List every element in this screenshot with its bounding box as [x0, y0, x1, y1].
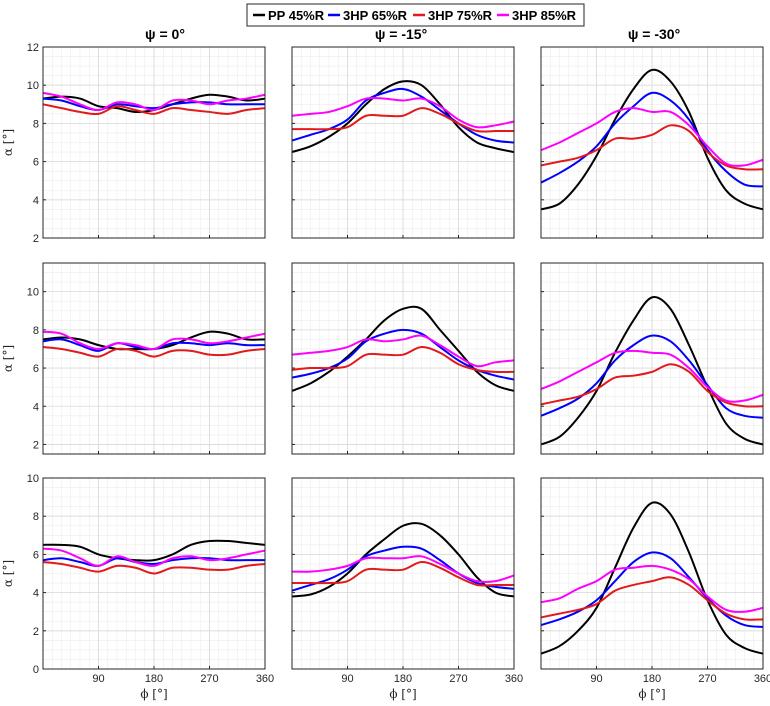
series-line-2: [42, 97, 265, 112]
column-title-psi-0: ψ = 0°: [145, 26, 185, 42]
y-tick-label: 12: [27, 42, 39, 54]
series-line-3: [540, 124, 764, 171]
x-tick-label: 90: [341, 673, 353, 685]
series-line-2: [540, 91, 764, 188]
column-title-psi-minus-15: ψ = -15°: [375, 26, 427, 42]
x-axis-label: ϕ [°]: [638, 687, 665, 701]
series-line-1: [291, 80, 515, 154]
y-axis-label: α [°]: [1, 560, 15, 587]
series-line-2: [291, 545, 515, 592]
y-tick-label: 4: [33, 401, 39, 413]
panel-r3-c2: 90 180 270 360 ϕ [°]: [291, 477, 523, 701]
x-tick-label: 360: [754, 673, 770, 685]
series-line-1: [291, 522, 515, 598]
series-line-2: [42, 556, 265, 567]
y-tick-label: 0: [33, 664, 39, 676]
panel-r2-c3: [540, 262, 764, 455]
x-tick-label: 180: [643, 673, 661, 685]
series-line-4: [291, 334, 515, 368]
series-line-4: [291, 555, 515, 583]
x-tick-label: 270: [200, 673, 218, 685]
legend: PP 45%R 3HP 65%R 3HP 75%R 3HP 85%R: [246, 3, 585, 27]
y-axis-label: α [°]: [1, 129, 15, 156]
panel-r3-c1: 90 180 270 360 0 2 4 6 8 10 α [°] ϕ [°]: [1, 473, 274, 701]
y-tick-label: 8: [33, 325, 39, 337]
x-tick-label: 270: [449, 673, 467, 685]
series-line-1: [42, 539, 266, 562]
series-line-4: [540, 107, 764, 167]
x-tick-label: 270: [698, 673, 716, 685]
column-title-psi-minus-30: ψ = -30°: [628, 26, 680, 42]
x-axis-label: ϕ [°]: [389, 687, 416, 701]
y-tick-label: 10: [27, 80, 39, 92]
x-axis-label: ϕ [°]: [140, 687, 167, 701]
panel-r3-c3: 90 180 270 360 ϕ [°]: [540, 477, 770, 701]
x-tick-label: 180: [145, 673, 163, 685]
y-tick-label: 6: [33, 549, 39, 561]
series-line-3: [42, 103, 266, 116]
legend-label-3hp65: 3HP 65%R: [343, 8, 408, 23]
series-line-1: [540, 501, 764, 655]
series-line-3: [291, 346, 515, 374]
y-tick-label: 4: [33, 195, 39, 207]
series-line-2: [540, 334, 764, 419]
series-line-4: [42, 91, 266, 112]
panel-grid: 2 4 6 8 10 12 α [°] 2 4 6 8 10 α [°] 90 180 270 360 0 2 4 6 8…: [1, 42, 770, 701]
series-line-3: [540, 576, 764, 621]
series-line-4: [540, 564, 764, 613]
y-tick-label: 6: [33, 157, 39, 169]
series-line-4: [291, 96, 515, 129]
series-line-4: [540, 349, 764, 403]
panel-r1-c1: 2 4 6 8 10 12 α [°]: [1, 42, 266, 245]
y-axis-label: α [°]: [1, 345, 15, 372]
series-line-3: [42, 561, 266, 575]
series-line-3: [291, 107, 514, 133]
y-tick-label: 8: [33, 118, 39, 130]
series-line-1: [540, 68, 764, 211]
y-tick-label: 2: [33, 233, 39, 245]
y-tick-label: 2: [33, 626, 39, 638]
y-tick-label: 2: [33, 439, 39, 451]
x-tick-label: 90: [92, 673, 104, 685]
panel-r2-c1: 2 4 6 8 10 α [°]: [1, 262, 266, 455]
x-tick-label: 180: [394, 673, 412, 685]
series-line-3: [291, 561, 514, 587]
panel-r1-c3: [540, 46, 764, 239]
series-line-3: [42, 346, 266, 358]
y-tick-label: 10: [27, 287, 39, 299]
series-line-1: [291, 305, 515, 392]
y-tick-label: 4: [33, 588, 39, 600]
x-tick-label: 360: [256, 673, 274, 685]
series-line-2: [540, 551, 764, 628]
panel-r2-c2: [291, 262, 515, 455]
y-tick-label: 10: [27, 473, 39, 485]
series-line-4: [42, 330, 266, 351]
series-line-3: [540, 363, 764, 408]
panel-r1-c2: [291, 46, 515, 239]
y-tick-label: 6: [33, 363, 39, 375]
legend-label-pp45: PP 45%R: [268, 8, 325, 23]
series-line-1: [540, 296, 764, 446]
series-line-4: [42, 547, 266, 567]
y-tick-label: 8: [33, 511, 39, 523]
x-tick-label: 90: [590, 673, 602, 685]
legend-label-3hp85: 3HP 85%R: [512, 8, 577, 23]
legend-label-3hp75: 3HP 75%R: [428, 8, 493, 23]
x-tick-label: 360: [505, 673, 523, 685]
